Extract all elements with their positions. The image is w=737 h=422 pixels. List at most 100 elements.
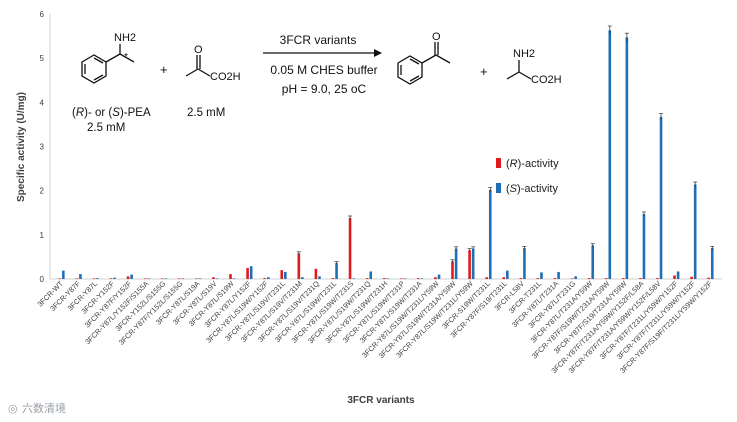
bar-s-activity: [557, 271, 560, 279]
bar-s-activity: [488, 189, 492, 279]
bar-s-activity: [403, 278, 407, 279]
bar-s-activity: [284, 271, 287, 279]
bar-s-activity: [79, 274, 82, 279]
arrow-label: 3FCR variants: [280, 33, 357, 47]
pea-name: (R)- or (S)-PEA: [72, 107, 151, 119]
bar-r-activity: [331, 278, 335, 279]
bar-s-activity: [523, 248, 526, 279]
bar-r-activity: [639, 278, 642, 279]
bar-r-activity: [604, 278, 608, 279]
pea-amine-label: NH2: [114, 32, 136, 44]
bar-r-activity: [587, 278, 591, 279]
bar-s-activity: [540, 272, 543, 279]
bar-s-activity: [625, 37, 629, 280]
bar-r-activity: [502, 277, 506, 279]
bar-r-activity: [382, 278, 386, 279]
watermark-text: 六数清境: [22, 401, 66, 415]
pyruvate-structure: [185, 55, 211, 77]
bar-s-activity: [181, 278, 185, 279]
watermark-logo-icon: ◎: [8, 403, 18, 415]
legend-label-s: (S)-activity: [506, 183, 558, 195]
bar-r-activity: [570, 278, 574, 279]
bar-s-activity: [249, 266, 253, 279]
bar-r-activity: [212, 277, 215, 279]
bar-s-activity: [198, 278, 202, 279]
y-axis-title: Specific activity (U/mg): [16, 92, 27, 202]
bar-s-activity: [437, 274, 441, 279]
bar-s-activity: [420, 278, 424, 279]
bar-r-activity: [75, 278, 79, 279]
bar-s-activity: [676, 271, 680, 279]
bar-s-activity: [659, 116, 663, 280]
bar-r-activity: [229, 274, 232, 279]
buffer-label: 0.05 M CHES buffer: [270, 63, 377, 77]
bar-s-activity: [710, 248, 714, 279]
bar-r-activity: [195, 278, 198, 279]
bar-r-activity: [399, 278, 403, 279]
alanine-carboxyl: CO2H: [531, 74, 562, 86]
bar-s-activity: [147, 278, 151, 279]
alanine-amine-label: NH2: [513, 48, 535, 60]
y-tick-label: 4: [40, 98, 45, 107]
bar-r-activity: [126, 276, 130, 279]
bar-r-activity: [621, 278, 625, 279]
bar-r-activity: [707, 277, 710, 279]
bar-r-activity: [417, 278, 420, 279]
bar-r-activity: [160, 278, 164, 279]
bar-r-activity: [553, 278, 557, 279]
bar-s-activity: [232, 278, 236, 279]
pyruvate-carboxyl: CO2H: [210, 71, 241, 83]
bar-s-activity: [506, 270, 509, 279]
bar-r-activity: [434, 277, 437, 279]
bar-r-activity: [348, 218, 352, 279]
bar-s-activity: [386, 278, 390, 279]
x-axis-title: 3FCR variants: [347, 395, 415, 406]
axes: [49, 14, 722, 280]
watermark: ◎ 六数清境: [8, 401, 66, 415]
bar-r-activity: [263, 278, 266, 279]
bar-r-activity: [280, 270, 284, 279]
bar-s-activity: [352, 278, 355, 279]
bar-r-activity: [673, 275, 676, 279]
bar-s-activity: [335, 263, 338, 279]
pea-concentration: 2.5 mM: [87, 122, 125, 134]
bar-r-activity: [365, 278, 369, 279]
pyruvate-oxygen: O: [194, 44, 203, 56]
bar-s-activity: [130, 274, 133, 279]
bar-r-activity: [485, 277, 488, 279]
y-tick-label: 3: [40, 143, 45, 152]
reaction-scheme: NH2 * (R)- or (S)-PEA 2.5 mM + O CO2H 2.…: [72, 31, 562, 134]
bar-r-activity: [58, 278, 62, 279]
bar-s-activity: [164, 278, 168, 279]
bar-s-activity: [471, 248, 475, 279]
plus-sign-1: +: [160, 62, 168, 77]
bar-r-activity: [451, 261, 454, 279]
bar-s-activity: [113, 277, 116, 279]
y-tick-label: 0: [40, 275, 45, 284]
bar-r-activity: [92, 278, 96, 279]
bar-s-activity: [454, 248, 458, 279]
bar-s-activity: [215, 278, 219, 279]
bar-r-activity: [297, 253, 301, 279]
bar-s-activity: [574, 276, 577, 279]
arrow-head: [374, 49, 382, 57]
bar-s-activity: [318, 276, 321, 279]
bar-s-activity: [62, 270, 65, 279]
acetophenone-structure: [397, 42, 451, 85]
bar-r-activity: [314, 268, 318, 279]
y-tick-label: 1: [40, 231, 45, 240]
alanine-structure: [506, 60, 532, 80]
bar-r-activity: [143, 278, 147, 279]
bar-s-activity: [693, 184, 697, 279]
y-tick-label: 2: [40, 187, 45, 196]
legend-label-r: (R)-activity: [506, 158, 559, 170]
bar-r-activity: [536, 278, 540, 279]
acetophenone-oxygen: O: [432, 31, 441, 43]
legend: (R)-activity (S)-activity: [496, 158, 559, 195]
y-tick-label: 5: [40, 54, 45, 63]
pyruvate-concentration: 2.5 mM: [187, 107, 225, 119]
bar-s-activity: [591, 245, 595, 279]
y-tick-label: 6: [40, 10, 45, 19]
bar-s-activity: [608, 30, 612, 279]
